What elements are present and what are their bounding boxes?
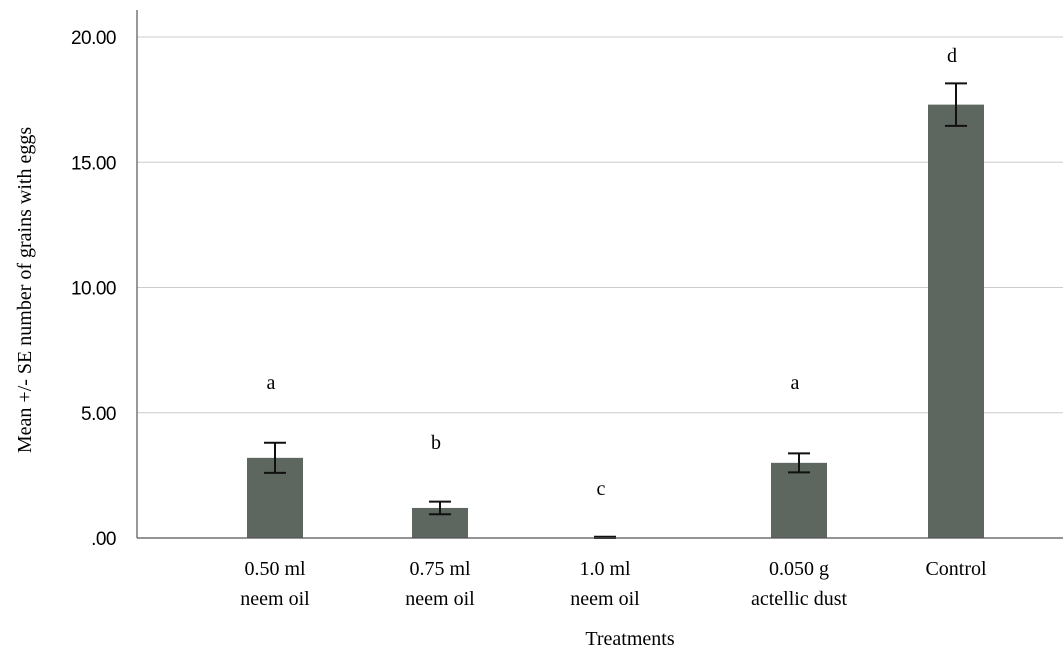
significance-letter: d	[947, 45, 957, 67]
x-tick-label: 1.0 ml neem oil	[570, 558, 640, 610]
y-axis-title: Mean +/- SE number of grains with eggs	[14, 127, 36, 453]
y-tick-label: .00	[91, 529, 116, 550]
y-tick-label: 10.00	[71, 279, 116, 300]
significance-letter: b	[431, 432, 441, 454]
error-bar	[429, 500, 451, 516]
y-tick-label: 5.00	[81, 404, 116, 425]
y-tick-labels: .00 5.00 10.00 15.00 20.00	[71, 28, 117, 550]
significance-letter: a	[791, 372, 800, 394]
y-tick-label: 15.00	[71, 153, 116, 174]
x-tick-label: 0.50 ml neem oil	[240, 558, 310, 610]
error-bar	[264, 441, 286, 474]
x-tick-label: 0.75 ml neem oil	[405, 558, 475, 610]
y-tick-label: 20.00	[71, 28, 116, 49]
significance-letters: a b c a d	[267, 45, 957, 500]
x-axis-title: Treatments	[585, 628, 674, 650]
x-tick-label: 0.050 g actellic dust	[751, 558, 848, 610]
bars	[247, 104, 984, 538]
bar	[928, 104, 984, 538]
significance-letter: c	[597, 478, 606, 500]
significance-letter: a	[267, 372, 276, 394]
grid-lines	[137, 36, 1063, 414]
error-bar	[945, 82, 967, 127]
x-tick-label: Control	[925, 558, 987, 580]
error-bars	[264, 82, 967, 539]
bar	[771, 462, 827, 538]
error-bar	[788, 452, 810, 474]
x-category-labels: 0.50 ml neem oil 0.75 ml neem oil 1.0 ml neem…	[240, 558, 987, 610]
